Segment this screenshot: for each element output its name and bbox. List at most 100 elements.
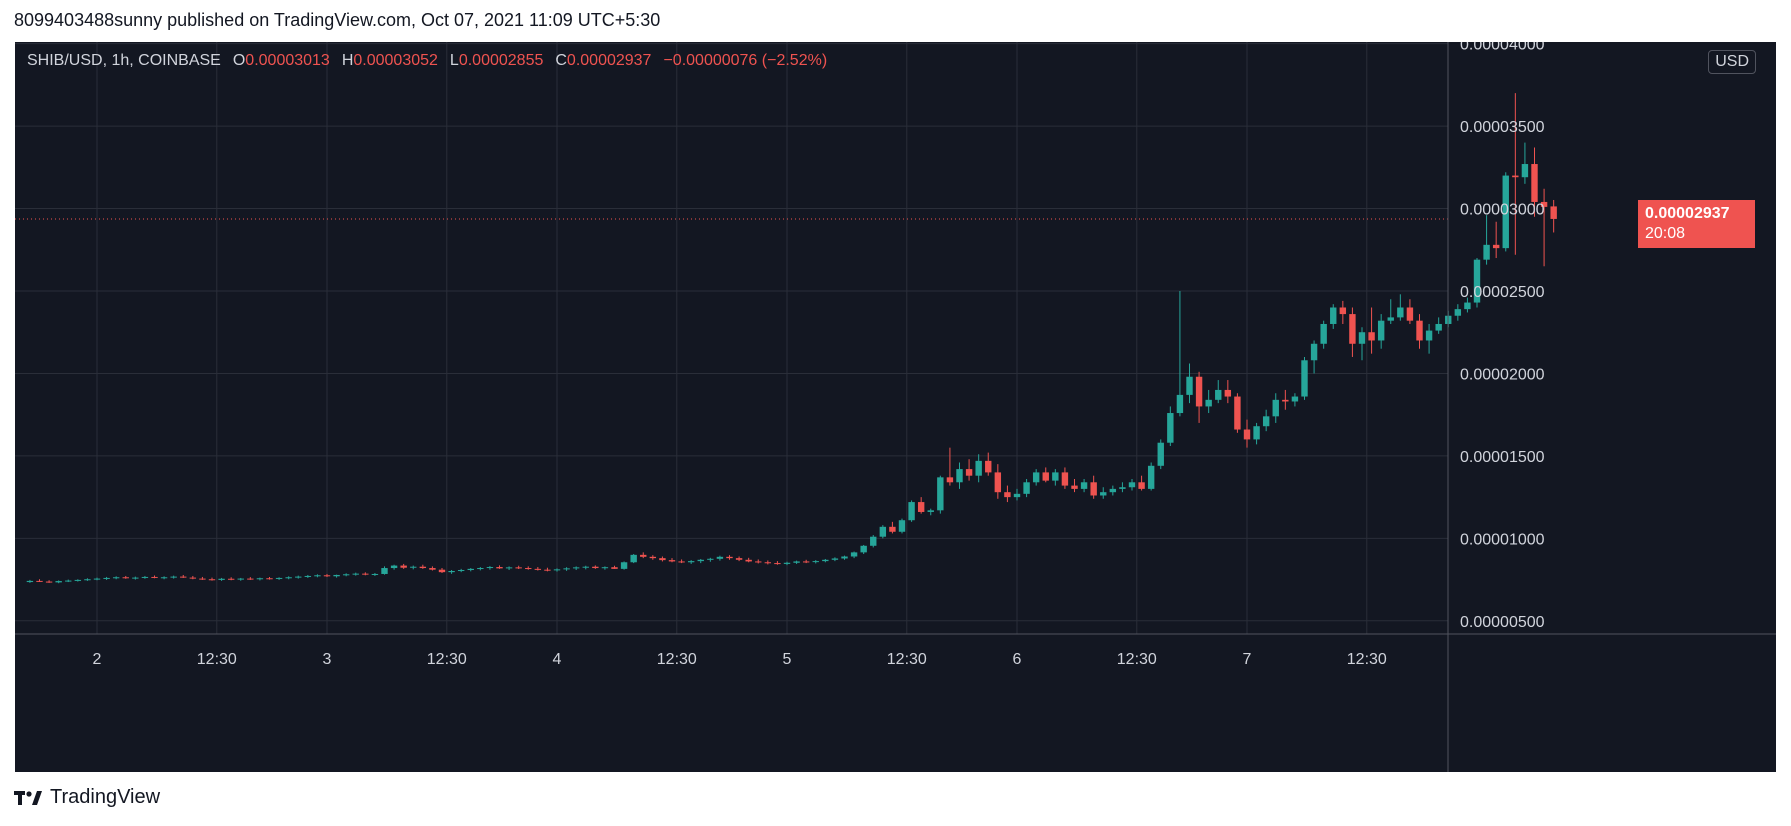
candle	[755, 559, 762, 564]
candle-body	[1176, 394, 1184, 414]
candle-body	[812, 561, 819, 563]
candle	[342, 573, 350, 577]
candle-body	[1224, 389, 1232, 397]
price-tick-label: 0.00002500	[1460, 284, 1545, 301]
candle	[735, 556, 743, 562]
candle-body	[601, 567, 609, 569]
candle-body	[362, 573, 369, 575]
candle-body	[333, 574, 340, 577]
candle-body	[1521, 164, 1529, 178]
candle-body	[1377, 320, 1385, 341]
candle	[55, 580, 62, 584]
candle-body	[1492, 244, 1500, 249]
candles	[26, 93, 1557, 584]
candle	[802, 559, 810, 564]
candle-body	[697, 559, 704, 562]
candlestick-chart[interactable]: 0.00000500 0.00001000 0.00001500 0.00002000…	[15, 42, 1776, 772]
candle-body	[563, 568, 570, 570]
candle	[496, 565, 503, 569]
price-tick-label: 0.00003000	[1460, 202, 1545, 219]
grid-lines	[15, 42, 1448, 634]
candle	[1425, 323, 1433, 354]
candle	[1253, 422, 1260, 445]
candle-body	[735, 558, 743, 560]
tradingview-logo-text: TradingView	[50, 786, 161, 808]
candle	[707, 557, 714, 562]
candle	[1282, 389, 1289, 410]
candle-body	[45, 581, 53, 583]
candle-body	[1550, 206, 1557, 219]
candle	[620, 561, 628, 570]
candle-body	[908, 502, 915, 521]
candle	[36, 579, 43, 583]
candle	[553, 568, 561, 572]
low-label: L	[449, 52, 459, 69]
candle	[1473, 258, 1481, 308]
candle	[1531, 147, 1538, 217]
candle-body	[419, 566, 427, 569]
candle	[1186, 363, 1193, 404]
candle	[1301, 356, 1308, 400]
candle	[534, 567, 542, 571]
candle	[170, 575, 177, 579]
time-tick-label: 12:30	[657, 651, 697, 668]
candle	[985, 452, 992, 476]
candle	[1157, 439, 1164, 470]
chart-frame[interactable]: 0.00000500 0.00001000 0.00001500 0.00002000…	[15, 42, 1776, 772]
candle-body	[1540, 201, 1548, 207]
candle-body	[1512, 175, 1519, 178]
candle-body	[1243, 429, 1251, 440]
price-tick-label: 0.00003500	[1460, 119, 1545, 136]
candle	[745, 557, 752, 563]
candle-body	[994, 472, 1002, 493]
last-price-value: 0.00002937	[1645, 205, 1730, 222]
candle	[1061, 467, 1069, 489]
candle-body	[534, 568, 542, 570]
candle-body	[74, 579, 82, 581]
candle	[122, 575, 129, 579]
candle	[1349, 307, 1356, 357]
candle	[141, 575, 149, 579]
candle-body	[841, 556, 848, 559]
candle-body	[1464, 302, 1471, 310]
candle-body	[793, 561, 800, 563]
candle	[563, 567, 570, 571]
candle-body	[975, 460, 982, 476]
candle	[486, 566, 494, 570]
candle-body	[1186, 376, 1193, 395]
candle	[1023, 478, 1030, 498]
price-tick-label: 0.00001000	[1460, 531, 1545, 548]
candle-body	[477, 568, 484, 570]
candle	[1147, 462, 1155, 491]
high-label: H	[341, 52, 354, 69]
candle-body	[237, 578, 244, 580]
symbol-label[interactable]: SHIB/USD, 1h, COINBASE	[27, 52, 221, 69]
candle	[275, 577, 283, 580]
candle-body	[1368, 332, 1375, 341]
candle	[822, 558, 829, 563]
candle-body	[592, 566, 599, 569]
candle-body	[1090, 482, 1097, 496]
candle-body	[1397, 307, 1404, 318]
candle-body	[1358, 332, 1366, 344]
candle	[112, 576, 120, 580]
candle	[611, 565, 618, 569]
candle-body	[266, 578, 273, 580]
candle-body	[707, 558, 714, 560]
candle-body	[1387, 317, 1394, 321]
candle	[975, 454, 982, 483]
candle-body	[1109, 488, 1117, 493]
candle	[1272, 393, 1279, 423]
candle	[1502, 172, 1509, 252]
candle-body	[898, 520, 906, 532]
candle-body	[716, 556, 724, 559]
candle	[189, 575, 197, 580]
currency-button[interactable]: USD	[1708, 50, 1756, 74]
candle-body	[1262, 416, 1270, 427]
candle	[668, 558, 676, 563]
candle	[1234, 393, 1241, 433]
candle-body	[1205, 399, 1212, 407]
candle-body	[371, 573, 379, 575]
price-tick-label: 0.00004000	[1460, 42, 1545, 54]
tradingview-logo[interactable]: TradingView	[14, 786, 160, 809]
